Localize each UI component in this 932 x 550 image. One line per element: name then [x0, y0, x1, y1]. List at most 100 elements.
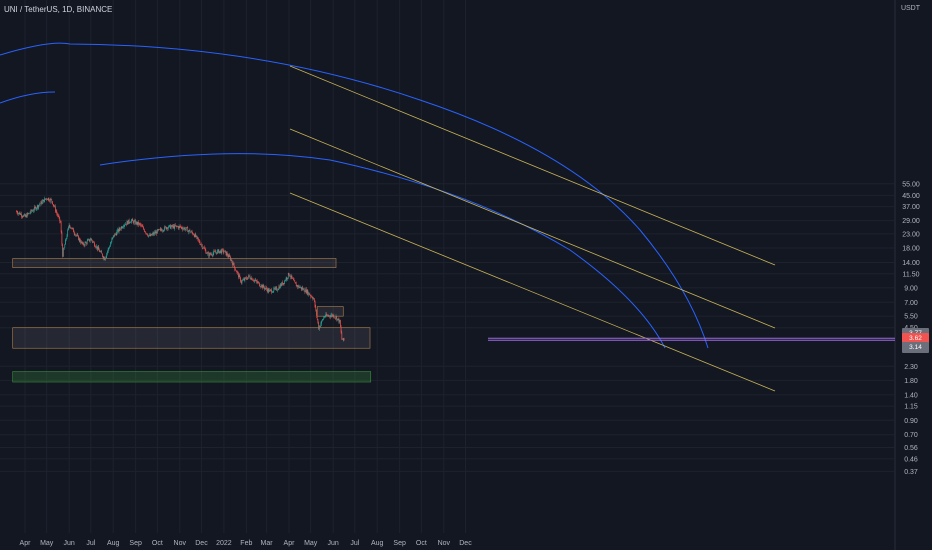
candle-body — [255, 280, 257, 281]
candle-body — [207, 252, 209, 254]
candle-body — [285, 280, 286, 282]
candle-body — [302, 287, 304, 290]
price-zones — [12, 258, 372, 383]
candle-body — [35, 207, 37, 210]
candle-body — [28, 213, 30, 214]
candle-body — [297, 285, 299, 287]
candle-body — [183, 227, 185, 229]
candle-body — [175, 225, 176, 227]
x-tick-label: Nov — [174, 540, 187, 547]
candle-body — [325, 314, 327, 317]
candle-body — [187, 227, 189, 233]
candle-body — [343, 338, 345, 341]
candle-body — [217, 250, 218, 254]
candle-body — [222, 249, 223, 250]
time-axis[interactable]: Apr May Jun Jul Aug Sep Oct Nov Dec 2022 Feb Mar Apr… — [20, 540, 473, 547]
y-tick-label: 0.56 — [904, 445, 918, 452]
candle-body — [203, 247, 205, 249]
candle-body — [124, 224, 126, 226]
y-tick-label: 14.00 — [902, 260, 920, 267]
y-tick-label: 2.30 — [904, 364, 918, 371]
candle-body — [33, 210, 35, 212]
candle-body — [200, 244, 202, 246]
candle-body — [140, 223, 142, 226]
candle-body — [206, 252, 208, 254]
y-tick-label: 23.00 — [902, 231, 920, 238]
candle-body — [127, 221, 129, 225]
candle-body — [32, 210, 34, 212]
candle-body — [205, 249, 207, 254]
channel-mid — [289, 128, 776, 329]
candle-body — [224, 250, 225, 252]
x-tick-label: Dec — [459, 540, 472, 547]
candle-body — [143, 229, 145, 232]
candle-body — [245, 277, 246, 279]
candle-body — [89, 239, 90, 242]
x-tick-label: Jul — [350, 540, 359, 547]
candle-body — [209, 253, 211, 255]
candle-body — [112, 237, 113, 240]
candle-body — [99, 251, 101, 253]
candle-body — [73, 232, 75, 234]
x-tick-label: Oct — [416, 540, 427, 547]
candle-body — [290, 276, 291, 278]
candle-body — [268, 288, 270, 292]
x-tick-label: Dec — [195, 540, 208, 547]
candle-body — [83, 245, 85, 246]
candle-body — [102, 253, 103, 257]
candle-body — [211, 255, 213, 256]
candle-body — [62, 249, 64, 257]
candle-body — [332, 315, 334, 317]
candle-body — [311, 296, 313, 299]
candle-body — [153, 233, 155, 235]
candle-body — [291, 275, 293, 278]
candle-body — [49, 198, 51, 202]
candle-body — [45, 198, 47, 200]
candle-body — [73, 228, 74, 233]
x-tick-label: Sep — [393, 540, 406, 547]
candle-body — [129, 222, 131, 224]
candle-body — [220, 250, 222, 254]
candle-body — [121, 226, 123, 229]
candle-body — [92, 241, 94, 243]
candle-body — [261, 285, 262, 287]
candle-body — [135, 220, 137, 225]
candle-body — [188, 230, 189, 233]
candle-body — [94, 246, 96, 248]
candle-body — [303, 288, 304, 290]
candle-body — [20, 213, 22, 215]
candle-body — [262, 285, 264, 288]
trend-drawings — [0, 42, 776, 392]
candle-body — [161, 229, 163, 232]
candle-body — [170, 226, 172, 229]
candle-body — [26, 213, 28, 218]
x-tick-label: Apr — [20, 540, 32, 547]
candle-body — [154, 232, 155, 235]
candle-body — [65, 239, 66, 245]
candle-body — [133, 220, 134, 224]
y-tick-label: 0.46 — [904, 456, 918, 463]
candle-body — [204, 248, 206, 250]
candle-body — [185, 228, 186, 230]
candle-body — [316, 315, 318, 320]
x-tick-label: Nov — [438, 540, 451, 547]
candle-body — [193, 234, 194, 236]
candle-body — [227, 253, 228, 256]
candle-body — [154, 232, 156, 234]
candle-body — [201, 244, 202, 246]
x-tick-label: Mar — [261, 540, 274, 547]
candle-body — [126, 221, 128, 225]
candle-body — [219, 251, 220, 254]
candle-body — [223, 251, 225, 253]
candle-body — [90, 238, 92, 241]
candle-body — [246, 278, 248, 280]
candle-body — [226, 253, 228, 256]
candle-body — [130, 220, 132, 223]
candle-body — [248, 275, 250, 277]
lower-arc — [99, 153, 666, 349]
x-tick-label: Aug — [107, 540, 120, 547]
candle-body — [136, 221, 137, 225]
candle-series — [15, 196, 345, 342]
candle-body — [237, 271, 239, 273]
